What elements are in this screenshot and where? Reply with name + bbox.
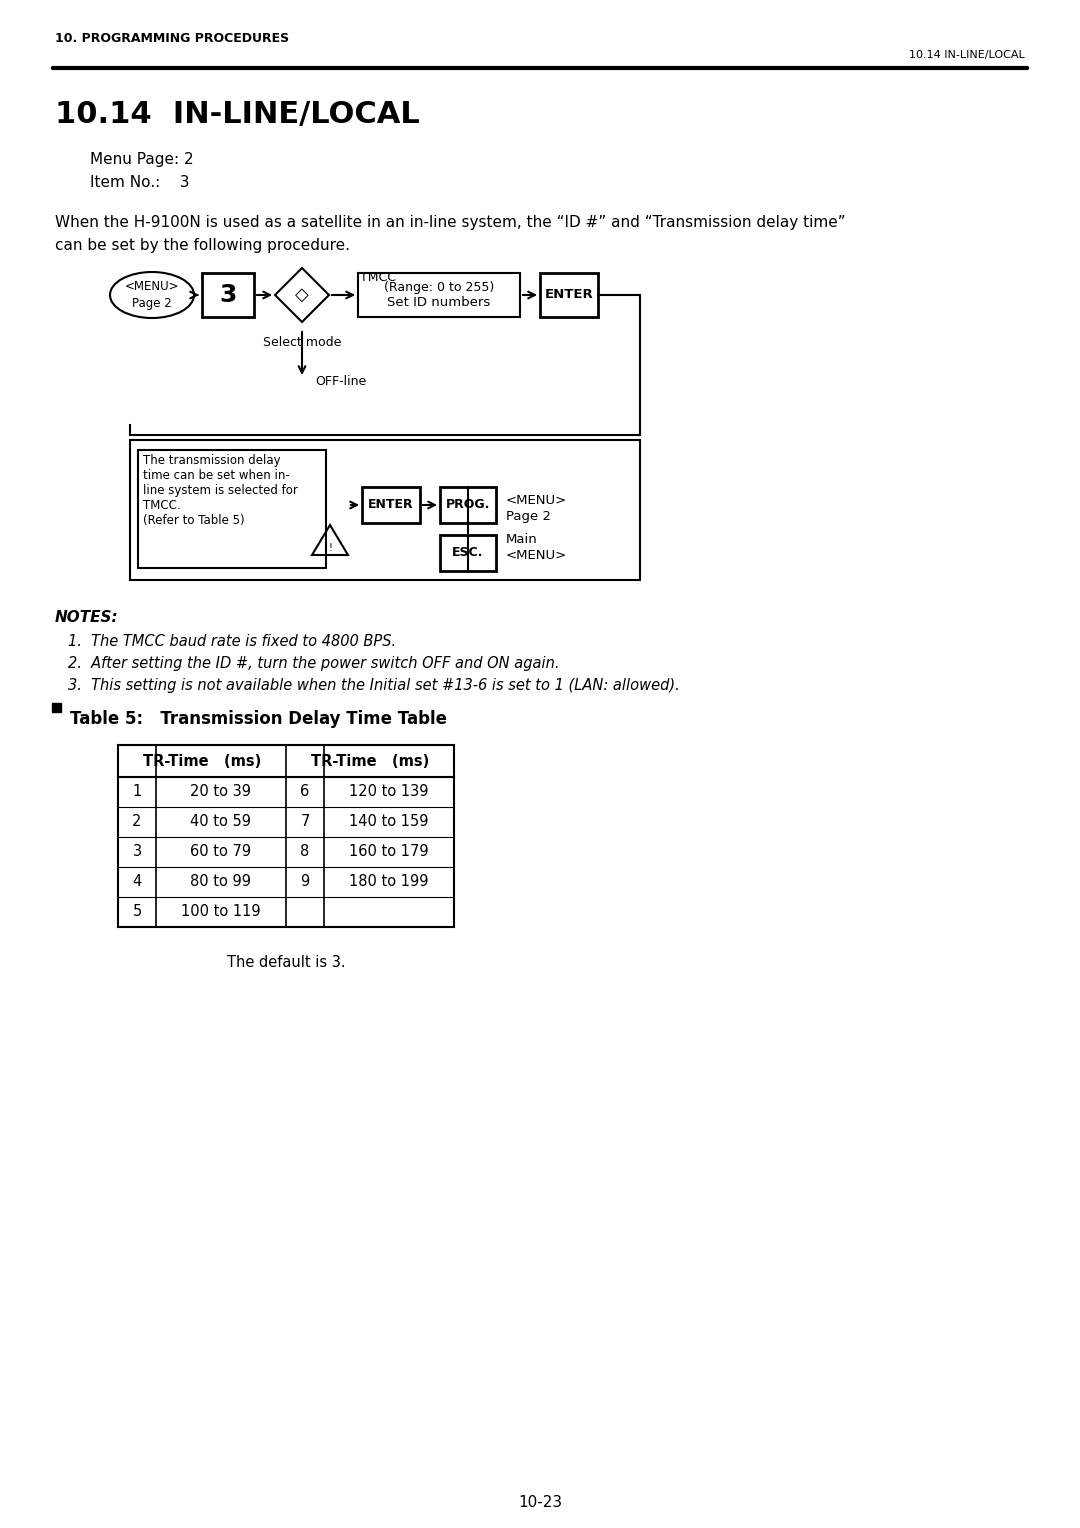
Bar bbox=[52, 703, 60, 712]
Text: 100 to 119: 100 to 119 bbox=[181, 905, 260, 920]
Text: 9: 9 bbox=[300, 874, 310, 889]
Text: (Range: 0 to 255): (Range: 0 to 255) bbox=[383, 281, 495, 293]
Text: 5: 5 bbox=[133, 905, 141, 920]
Text: Set ID numbers: Set ID numbers bbox=[388, 295, 490, 309]
Text: 2.  After setting the ID #, turn the power switch OFF and ON again.: 2. After setting the ID #, turn the powe… bbox=[68, 656, 559, 671]
Text: Page 2: Page 2 bbox=[132, 298, 172, 310]
Text: 40 to 59: 40 to 59 bbox=[190, 814, 252, 830]
Text: OFF-line: OFF-line bbox=[315, 374, 366, 388]
Text: The default is 3.: The default is 3. bbox=[227, 955, 346, 970]
Text: PROG.: PROG. bbox=[446, 498, 490, 512]
Text: 3: 3 bbox=[219, 283, 237, 307]
Text: Main: Main bbox=[507, 533, 538, 545]
Text: Page 2: Page 2 bbox=[507, 510, 551, 523]
Text: 120 to 139: 120 to 139 bbox=[349, 784, 429, 799]
Bar bbox=[357, 274, 519, 316]
Text: ENTER: ENTER bbox=[368, 498, 414, 512]
Text: TR-Time   (ms): TR-Time (ms) bbox=[311, 753, 429, 769]
Text: !: ! bbox=[328, 542, 332, 553]
Text: 1.  The TMCC baud rate is fixed to 4800 BPS.: 1. The TMCC baud rate is fixed to 4800 B… bbox=[68, 634, 396, 649]
Bar bbox=[202, 274, 254, 316]
Text: 10-23: 10-23 bbox=[518, 1494, 562, 1510]
Text: 4: 4 bbox=[133, 874, 141, 889]
Text: Item No.:    3: Item No.: 3 bbox=[90, 176, 189, 189]
Text: 20 to 39: 20 to 39 bbox=[190, 784, 252, 799]
Text: 3.  This setting is not available when the Initial set #13-6 is set to 1 (LAN: a: 3. This setting is not available when th… bbox=[68, 678, 679, 694]
Text: <MENU>: <MENU> bbox=[507, 549, 567, 562]
Text: 6: 6 bbox=[300, 784, 310, 799]
Text: ESC.: ESC. bbox=[453, 547, 484, 559]
Text: ENTER: ENTER bbox=[544, 289, 593, 301]
Text: 180 to 199: 180 to 199 bbox=[349, 874, 429, 889]
Bar bbox=[440, 535, 496, 571]
Bar bbox=[362, 487, 420, 523]
Text: 10.14 IN-LINE/LOCAL: 10.14 IN-LINE/LOCAL bbox=[909, 50, 1025, 60]
Text: TR-Time   (ms): TR-Time (ms) bbox=[143, 753, 261, 769]
Text: 60 to 79: 60 to 79 bbox=[190, 845, 252, 859]
Text: <MENU>: <MENU> bbox=[125, 281, 179, 293]
Text: ◇: ◇ bbox=[295, 286, 309, 304]
Text: can be set by the following procedure.: can be set by the following procedure. bbox=[55, 238, 350, 254]
Text: NOTES:: NOTES: bbox=[55, 610, 119, 625]
Bar bbox=[138, 451, 326, 568]
Bar bbox=[540, 274, 598, 316]
Text: 3: 3 bbox=[133, 845, 141, 859]
Text: 7: 7 bbox=[300, 814, 310, 830]
Text: 1: 1 bbox=[133, 784, 141, 799]
Bar bbox=[130, 440, 640, 581]
Text: Select mode: Select mode bbox=[262, 336, 341, 348]
Text: 10. PROGRAMMING PROCEDURES: 10. PROGRAMMING PROCEDURES bbox=[55, 32, 289, 44]
Text: 2: 2 bbox=[133, 814, 141, 830]
Text: When the H-9100N is used as a satellite in an in-line system, the “ID #” and “Tr: When the H-9100N is used as a satellite … bbox=[55, 215, 846, 231]
Text: TMCC: TMCC bbox=[360, 270, 396, 284]
Text: 80 to 99: 80 to 99 bbox=[190, 874, 252, 889]
Text: 140 to 159: 140 to 159 bbox=[349, 814, 429, 830]
Bar bbox=[440, 487, 496, 523]
Text: 10.14  IN-LINE/LOCAL: 10.14 IN-LINE/LOCAL bbox=[55, 99, 420, 128]
Text: <MENU>: <MENU> bbox=[507, 494, 567, 507]
Text: Menu Page: 2: Menu Page: 2 bbox=[90, 151, 193, 167]
Text: 8: 8 bbox=[300, 845, 310, 859]
Bar bbox=[118, 746, 454, 927]
Text: Table 5:   Transmission Delay Time Table: Table 5: Transmission Delay Time Table bbox=[70, 711, 447, 727]
Text: 160 to 179: 160 to 179 bbox=[349, 845, 429, 859]
Text: The transmission delay
time can be set when in-
line system is selected for
TMCC: The transmission delay time can be set w… bbox=[143, 454, 298, 527]
